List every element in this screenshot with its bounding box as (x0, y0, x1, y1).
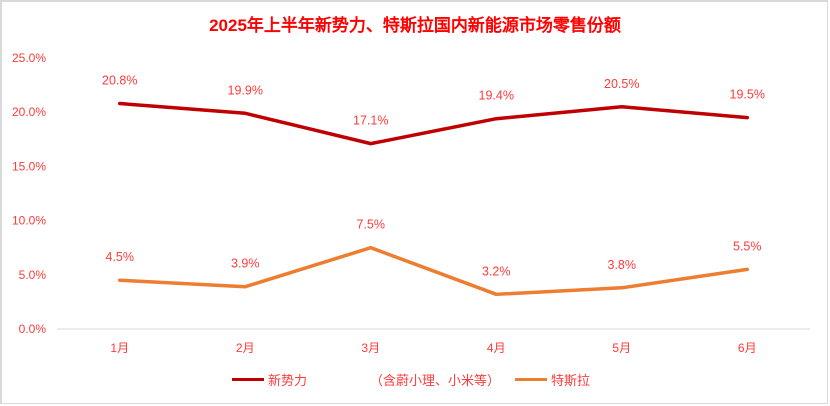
y-tick-label: 25.0% (12, 51, 46, 65)
legend-swatch-xinshili (232, 378, 264, 381)
x-tick-label: 3月 (361, 341, 380, 355)
legend-item-xinshili[interactable]: 新势力 (232, 370, 307, 389)
x-tick-label: 2月 (236, 341, 255, 355)
x-tick-label: 4月 (487, 341, 506, 355)
legend-item-xinshili-note: （含蔚小理、小米等） (370, 370, 500, 389)
x-tick-label: 5月 (612, 341, 631, 355)
legend-label-tesla: 特斯拉 (551, 373, 591, 388)
chart-title: 2025年上半年新势力、特斯拉国内新能源市场零售份额 (209, 16, 621, 35)
data-label: 3.9% (231, 257, 260, 271)
x-tick-label: 6月 (738, 341, 757, 355)
y-tick-label: 15.0% (12, 159, 46, 173)
data-label: 4.5% (106, 250, 135, 264)
legend-label-xinshili-note: （含蔚小理、小米等） (370, 373, 501, 388)
y-tick-label: 0.0% (19, 322, 47, 336)
data-label: 3.8% (608, 258, 637, 272)
legend-item-tesla[interactable]: 特斯拉 (515, 370, 590, 389)
x-tick-label: 1月 (110, 341, 129, 355)
data-label: 20.5% (604, 77, 639, 91)
legend-label-xinshili: 新势力 (268, 373, 308, 388)
data-label: 19.4% (479, 89, 514, 103)
legend: 新势力 （含蔚小理、小米等） 特斯拉 (0, 370, 830, 390)
y-tick-label: 10.0% (12, 214, 46, 228)
y-tick-label: 5.0% (19, 268, 47, 282)
data-label: 19.5% (730, 88, 765, 102)
data-label: 20.8% (102, 74, 137, 88)
series-line-tesla[interactable] (118, 245, 749, 297)
y-tick-label: 20.0% (12, 105, 46, 119)
legend-swatch-tesla (515, 378, 547, 381)
data-label: 17.1% (353, 114, 388, 128)
data-label: 3.2% (482, 264, 511, 278)
data-label: 7.5% (357, 218, 386, 232)
data-label: 19.9% (228, 83, 263, 97)
series-line-xinshili[interactable] (118, 101, 749, 146)
data-label: 5.5% (733, 239, 762, 253)
